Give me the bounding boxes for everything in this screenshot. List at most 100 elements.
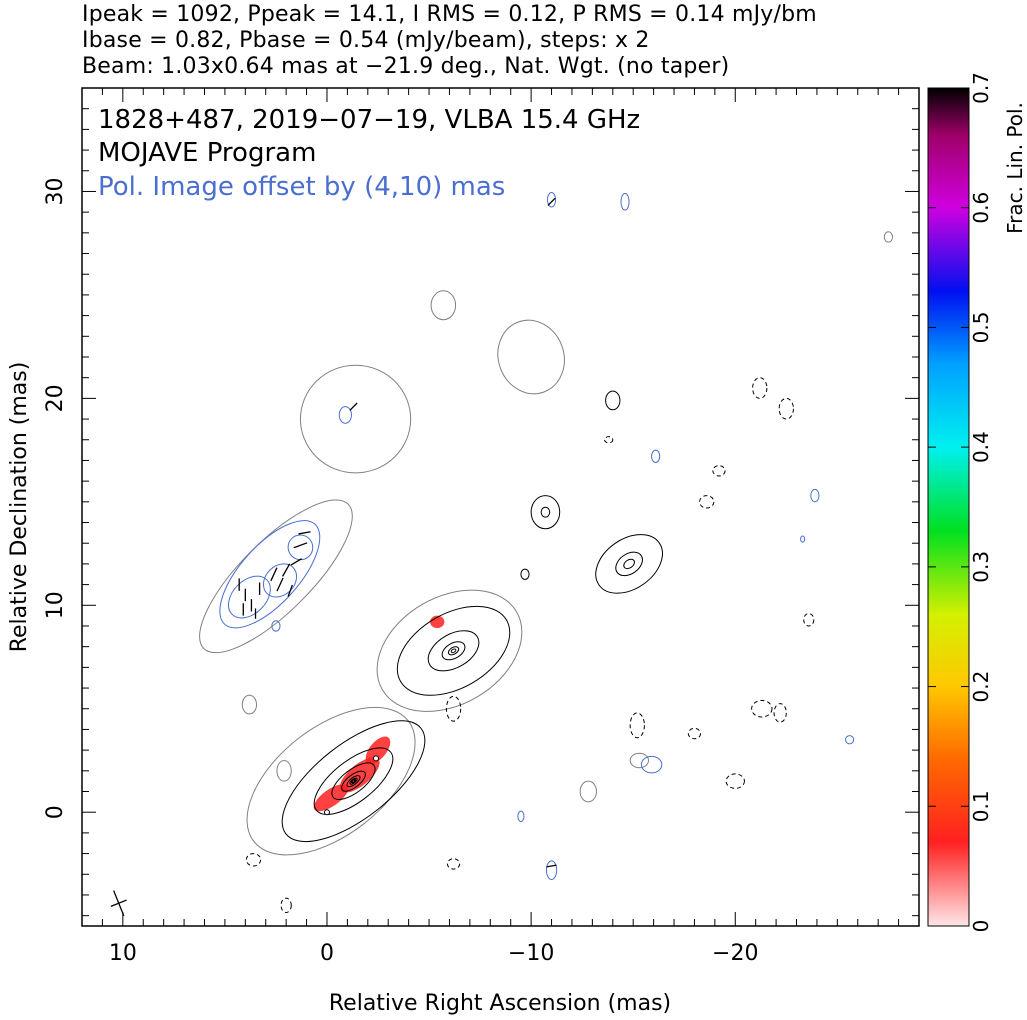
offset-annotation: Pol. Image offset by (4,10) mas (98, 172, 505, 202)
plot-frame (81, 87, 920, 927)
y-axis-title: Relative Declination (mas) (7, 362, 32, 653)
polarization-contour (651, 449, 661, 464)
y-tick-label: 10 (43, 591, 68, 619)
colorbar-title: Frac. Lin. Pol. (1003, 102, 1027, 234)
frac-pol-patch (365, 736, 391, 764)
polarization-contour (338, 406, 352, 424)
evpa-stick (298, 531, 311, 535)
evpa-stick-layer (238, 197, 557, 868)
negative-contour (751, 699, 773, 718)
x-tick-label: −10 (508, 941, 554, 966)
intensity-contour (341, 770, 366, 792)
polarization-contour (620, 193, 630, 211)
intensity-contour (351, 779, 356, 783)
fractional-polarization-fill-layer (313, 615, 445, 812)
negative-contour (280, 897, 292, 914)
intensity-contour (281, 720, 426, 843)
x-tick-label: −20 (712, 941, 758, 966)
lowest-contour (376, 589, 523, 712)
intensity-contour (623, 558, 635, 570)
negative-contour (712, 465, 726, 477)
polarization-contour (227, 575, 271, 619)
beam-minor-axis (110, 899, 127, 908)
lowest-contour (430, 290, 457, 321)
contour-layer (199, 191, 893, 914)
beam-layer (110, 890, 127, 917)
colorbar-tick-label: 0.6 (969, 192, 993, 224)
colorbar-tick-label: 0.4 (969, 431, 993, 463)
header-base-levels: Ibase = 0.82, Pbase = 0.54 (mJy/beam), s… (82, 28, 650, 53)
intensity-contour (331, 762, 376, 800)
evpa-stick (276, 577, 284, 592)
core-component-marker (323, 809, 330, 816)
evpa-stick (287, 584, 293, 597)
polarization-contour (517, 810, 525, 823)
negative-contour (445, 695, 462, 722)
evpa-stick (547, 197, 556, 206)
negative-contour (699, 495, 715, 509)
header-beam-info: Beam: 1.03x0.64 mas at −21.9 deg., Nat. … (82, 54, 730, 79)
intensity-contour (605, 390, 621, 411)
intensity-contour (450, 648, 457, 654)
evpa-stick (293, 542, 308, 549)
polarization-contour (545, 860, 558, 880)
lowest-contour (497, 319, 565, 395)
intensity-contour (520, 568, 530, 580)
colorbar-tick-label: 0.2 (969, 671, 993, 703)
evpa-stick (282, 563, 291, 577)
intensity-contour (530, 495, 561, 530)
core-component-marker (372, 755, 379, 762)
polarization-contour (845, 735, 855, 745)
x-axis-title: Relative Right Ascension (mas) (329, 991, 671, 1016)
lowest-contour (883, 231, 893, 243)
intensity-contour (427, 630, 480, 672)
axis-ticks: 10 0 −10 −20 0 10 20 30 (43, 87, 919, 966)
y-tick-label: 20 (43, 384, 68, 412)
negative-contour (752, 377, 768, 399)
polarization-contour (810, 488, 820, 503)
program-annotation: MOJAVE Program (98, 138, 316, 168)
colorbar-tick-label: 0 (969, 920, 993, 933)
intensity-contour (313, 747, 394, 815)
intensity-contour (396, 605, 511, 696)
colorbar-tick-label: 0.5 (969, 312, 993, 344)
colorbar-gradient (927, 87, 970, 927)
intensity-contour (540, 506, 551, 518)
evpa-stick (349, 402, 358, 411)
evpa-stick (546, 864, 557, 868)
colorbar-tick-label: 0.7 (969, 72, 993, 104)
x-tick-label: 10 (109, 941, 137, 966)
lowest-contour (199, 499, 353, 654)
lowest-contour (579, 780, 597, 803)
polarization-contour (800, 535, 806, 543)
lowest-contour (241, 694, 258, 715)
polarization-contour (640, 755, 663, 774)
intensity-contour (615, 551, 643, 577)
polarization-contour (287, 534, 314, 561)
negative-contour (687, 727, 702, 740)
negative-contour (629, 712, 645, 739)
lowest-contour (299, 364, 412, 474)
x-tick-label: 0 (320, 941, 334, 966)
y-tick-label: 0 (43, 805, 68, 819)
polarization-contour (271, 620, 281, 632)
lowest-contour (276, 759, 292, 782)
header-intensity-stats: Ipeak = 1092, Ppeak = 14.1, I RMS = 0.12… (82, 2, 817, 27)
frac-pol-patch (313, 784, 349, 812)
colorbar-tick-label: 0.3 (969, 551, 993, 583)
negative-contour (778, 397, 794, 420)
polarization-contour (219, 520, 321, 629)
intensity-contour (346, 775, 361, 788)
source-annotation: 1828+487, 2019−07−19, VLBA 15.4 GHz (98, 105, 640, 135)
evpa-stick (270, 567, 278, 582)
intensity-contour (349, 777, 358, 785)
negative-contour (604, 436, 614, 444)
negative-contour (446, 858, 461, 870)
colorbar-ticks: 0 0.1 0.2 0.3 0.4 0.5 0.6 0.7 (928, 72, 993, 932)
intensity-contour (441, 641, 466, 661)
intensity-contour (595, 534, 663, 594)
intensity-contour (447, 646, 460, 656)
y-tick-label: 30 (43, 177, 68, 205)
polarization-contour (262, 563, 298, 598)
